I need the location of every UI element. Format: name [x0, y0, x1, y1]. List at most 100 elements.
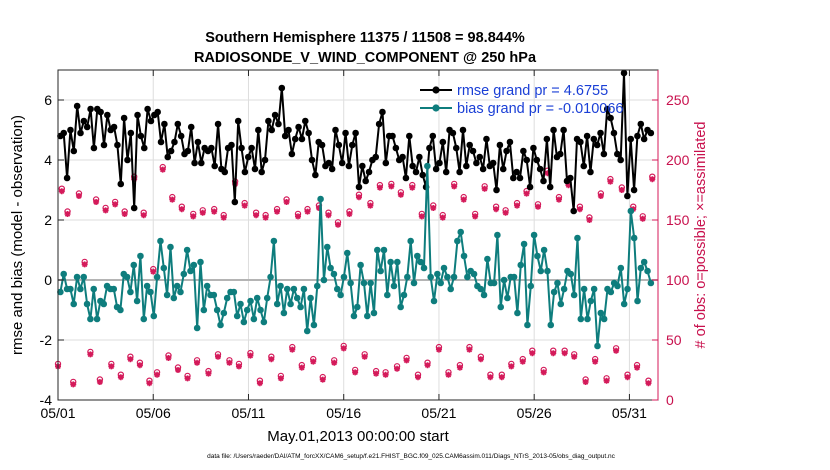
rmse-point [147, 117, 155, 125]
rmse-point [405, 132, 413, 140]
obs-assimilated-marker [355, 194, 362, 201]
obs-assimilated-marker [597, 193, 604, 199]
rmse-point [473, 159, 480, 167]
bias-point [577, 315, 585, 323]
obs-assimilated-marker [81, 261, 88, 268]
bias-point [624, 285, 631, 293]
y-tick-label: -2 [40, 332, 53, 348]
bias-point [173, 282, 181, 290]
bias-point [404, 273, 411, 281]
rmse-point [620, 69, 628, 77]
obs-assimilated-marker [283, 199, 290, 205]
rmse-point [83, 123, 91, 131]
bias-point [380, 246, 388, 254]
bias-point [630, 234, 638, 242]
bias-point [233, 312, 241, 320]
obs-assimilated-marker [430, 205, 437, 211]
obs-assimilated-marker [121, 211, 128, 217]
obs-assimilated-marker [346, 211, 353, 217]
rmse-point [177, 132, 185, 140]
bias-point [247, 297, 254, 305]
bias-point [367, 279, 374, 287]
obs-assimilated-marker [298, 364, 305, 371]
obs-assimilated-marker [241, 202, 248, 209]
bias-point [464, 273, 471, 281]
rmse-point [275, 120, 282, 128]
bias-point [590, 285, 598, 293]
rmse-point [291, 135, 299, 143]
bias-point [420, 264, 428, 272]
legend-rmse-marker [432, 86, 440, 94]
obs-assimilated-marker [274, 208, 281, 215]
bias-point [547, 321, 555, 329]
rmse-point [624, 192, 631, 200]
rmse-point [184, 147, 192, 155]
bias-point [290, 285, 298, 293]
y-right-tick-label: 100 [666, 272, 690, 288]
x-tick-label: 05/21 [421, 405, 456, 421]
obs-assimilated-marker [295, 213, 301, 220]
obs-assimilated-marker [226, 359, 233, 366]
obs-assimilated-marker [487, 374, 494, 381]
y-right-tick-label: 250 [666, 92, 690, 108]
rmse-point [248, 144, 255, 152]
rmse-point [325, 159, 333, 167]
rmse-point [452, 144, 460, 152]
rmse-point [580, 162, 588, 170]
bias-point [424, 162, 431, 170]
bias-point [303, 327, 311, 335]
rmse-point [543, 135, 551, 143]
rmse-point [67, 126, 74, 134]
obs-assimilated-marker [639, 215, 646, 222]
bias-point [614, 282, 621, 290]
rmse-point [348, 141, 356, 149]
obs-assimilated-marker [373, 370, 380, 377]
bias-point [200, 306, 208, 314]
rmse-point [63, 174, 71, 182]
obs-assimilated-marker [96, 379, 103, 385]
rmse-point [258, 168, 265, 176]
obs-assimilated-marker [456, 364, 463, 371]
obs-assimilated-marker [618, 187, 625, 193]
bias-point [534, 252, 541, 260]
bias-point [183, 246, 191, 254]
rmse-point [503, 147, 510, 155]
rmse-point [355, 183, 363, 191]
bias-point [444, 273, 451, 281]
obs-assimilated-marker [194, 359, 201, 366]
rmse-point [402, 174, 410, 182]
bias-point [300, 285, 308, 293]
bias-point [163, 291, 171, 299]
obs-assimilated-marker [211, 208, 218, 215]
bias-point [273, 300, 281, 308]
obs-assimilated-marker [634, 364, 641, 371]
obs-assimilated-marker [175, 367, 181, 373]
x-tick-label: 05/06 [136, 405, 171, 421]
bias-point [560, 285, 568, 293]
bias-point [153, 273, 161, 281]
bias-point [520, 240, 528, 248]
bias-point [90, 285, 98, 293]
rmse-point [516, 174, 524, 182]
bias-point [580, 285, 588, 293]
bias-point [500, 276, 508, 284]
obs-assimilated-marker [424, 362, 431, 369]
rmse-point [587, 168, 594, 176]
rmse-point [174, 120, 182, 128]
bias-point [277, 282, 284, 290]
bias-point [584, 315, 591, 323]
bias-point [440, 264, 448, 272]
obs-assimilated-marker [205, 370, 212, 377]
obs-assimilated-marker [169, 196, 176, 203]
bias-point [307, 294, 314, 302]
rmse-point [583, 132, 591, 140]
rmse-point [634, 132, 641, 140]
obs-assimilated-marker [607, 178, 614, 185]
obs-assimilated-marker [498, 374, 505, 381]
bias-point [257, 306, 264, 314]
bias-point [130, 261, 138, 269]
bias-point [374, 246, 381, 254]
rmse-point [352, 129, 359, 137]
bias-point [363, 312, 371, 320]
bias-point [607, 288, 615, 296]
